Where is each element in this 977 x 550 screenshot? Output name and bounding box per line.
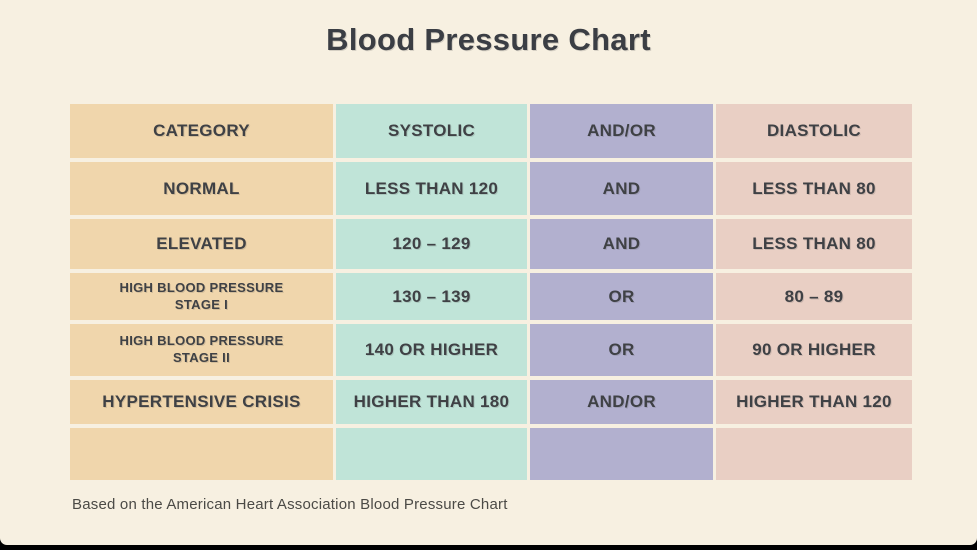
diastolic-cell: LESS THAN 80 bbox=[716, 219, 912, 269]
andor-cell: OR bbox=[530, 324, 713, 376]
column-header-diastolic: DIASTOLIC bbox=[716, 104, 912, 158]
category-cell: NORMAL bbox=[70, 162, 333, 215]
systolic-cell: 130 – 139 bbox=[336, 273, 527, 320]
diastolic-cell bbox=[716, 428, 912, 480]
category-cell: HYPERTENSIVE CRISIS bbox=[70, 380, 333, 424]
category-cell bbox=[70, 428, 333, 480]
diastolic-cell: HIGHER THAN 120 bbox=[716, 380, 912, 424]
systolic-cell: LESS THAN 120 bbox=[336, 162, 527, 215]
diastolic-cell: 80 – 89 bbox=[716, 273, 912, 320]
diastolic-cell: 90 OR HIGHER bbox=[716, 324, 912, 376]
blood-pressure-table: CATEGORY SYSTOLIC AND/OR DIASTOLIC NORMA… bbox=[70, 104, 912, 480]
column-header-category: CATEGORY bbox=[70, 104, 333, 158]
andor-cell bbox=[530, 428, 713, 480]
systolic-cell bbox=[336, 428, 527, 480]
andor-cell: OR bbox=[530, 273, 713, 320]
column-header-andor: AND/OR bbox=[530, 104, 713, 158]
systolic-cell: HIGHER THAN 180 bbox=[336, 380, 527, 424]
systolic-cell: 120 – 129 bbox=[336, 219, 527, 269]
category-cell: HIGH BLOOD PRESSURE STAGE I bbox=[70, 273, 333, 320]
andor-cell: AND bbox=[530, 162, 713, 215]
category-cell: ELEVATED bbox=[70, 219, 333, 269]
diastolic-cell: LESS THAN 80 bbox=[716, 162, 912, 215]
systolic-cell: 140 OR HIGHER bbox=[336, 324, 527, 376]
andor-cell: AND/OR bbox=[530, 380, 713, 424]
column-header-systolic: SYSTOLIC bbox=[336, 104, 527, 158]
source-note: Based on the American Heart Association … bbox=[72, 496, 508, 513]
andor-cell: AND bbox=[530, 219, 713, 269]
page-title: Blood Pressure Chart bbox=[326, 22, 651, 57]
category-cell: HIGH BLOOD PRESSURE STAGE II bbox=[70, 324, 333, 376]
